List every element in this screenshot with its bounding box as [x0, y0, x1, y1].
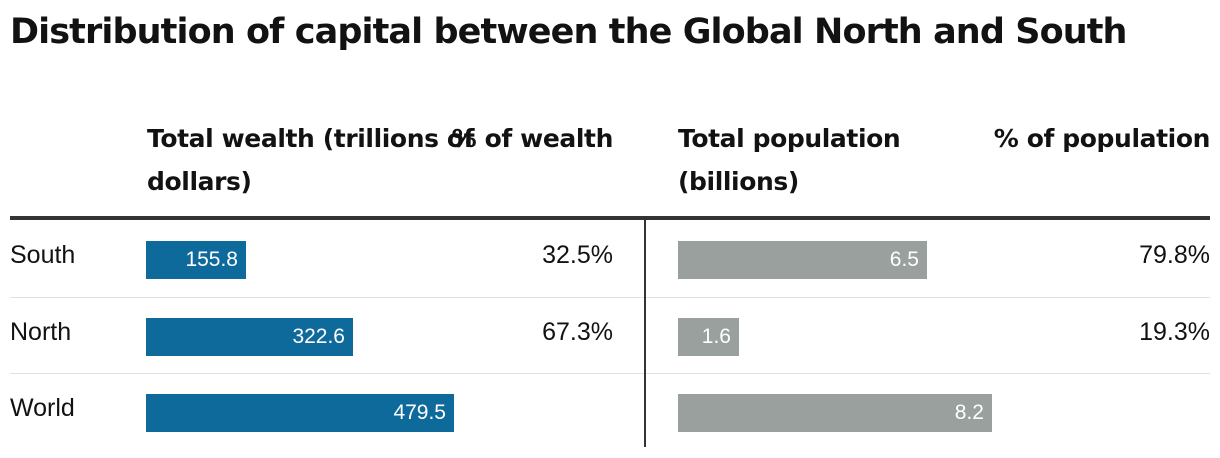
pct-wealth-north: 67.3%	[542, 318, 613, 346]
population-bar-world: 8.2	[678, 394, 992, 432]
row-label-north: North	[10, 318, 72, 346]
column-divider	[644, 220, 646, 447]
wealth-bar-south: 155.8	[146, 241, 246, 279]
header-pct-population: % of population	[993, 124, 1211, 153]
pct-population-north: 19.3%	[1139, 318, 1210, 346]
row-label-world: World	[10, 394, 75, 422]
header-pct-wealth: % of wealth	[451, 124, 614, 153]
row-label-south: South	[10, 241, 76, 269]
chart-title: Distribution of capital between the Glob…	[10, 12, 1127, 52]
population-bar-south: 6.5	[678, 241, 927, 279]
row-divider	[10, 297, 1210, 298]
population-bar-north: 1.6	[678, 318, 739, 356]
pct-wealth-south: 32.5%	[542, 241, 613, 269]
header-total-population: Total population (billions)	[678, 124, 901, 196]
wealth-bar-world: 479.5	[146, 394, 454, 432]
wealth-bar-north: 322.6	[146, 318, 353, 356]
pct-population-south: 79.8%	[1139, 241, 1210, 269]
row-divider	[10, 373, 1210, 374]
header-rule	[10, 216, 1210, 220]
header-total-wealth: Total wealth (trillions of dollars)	[147, 124, 475, 196]
